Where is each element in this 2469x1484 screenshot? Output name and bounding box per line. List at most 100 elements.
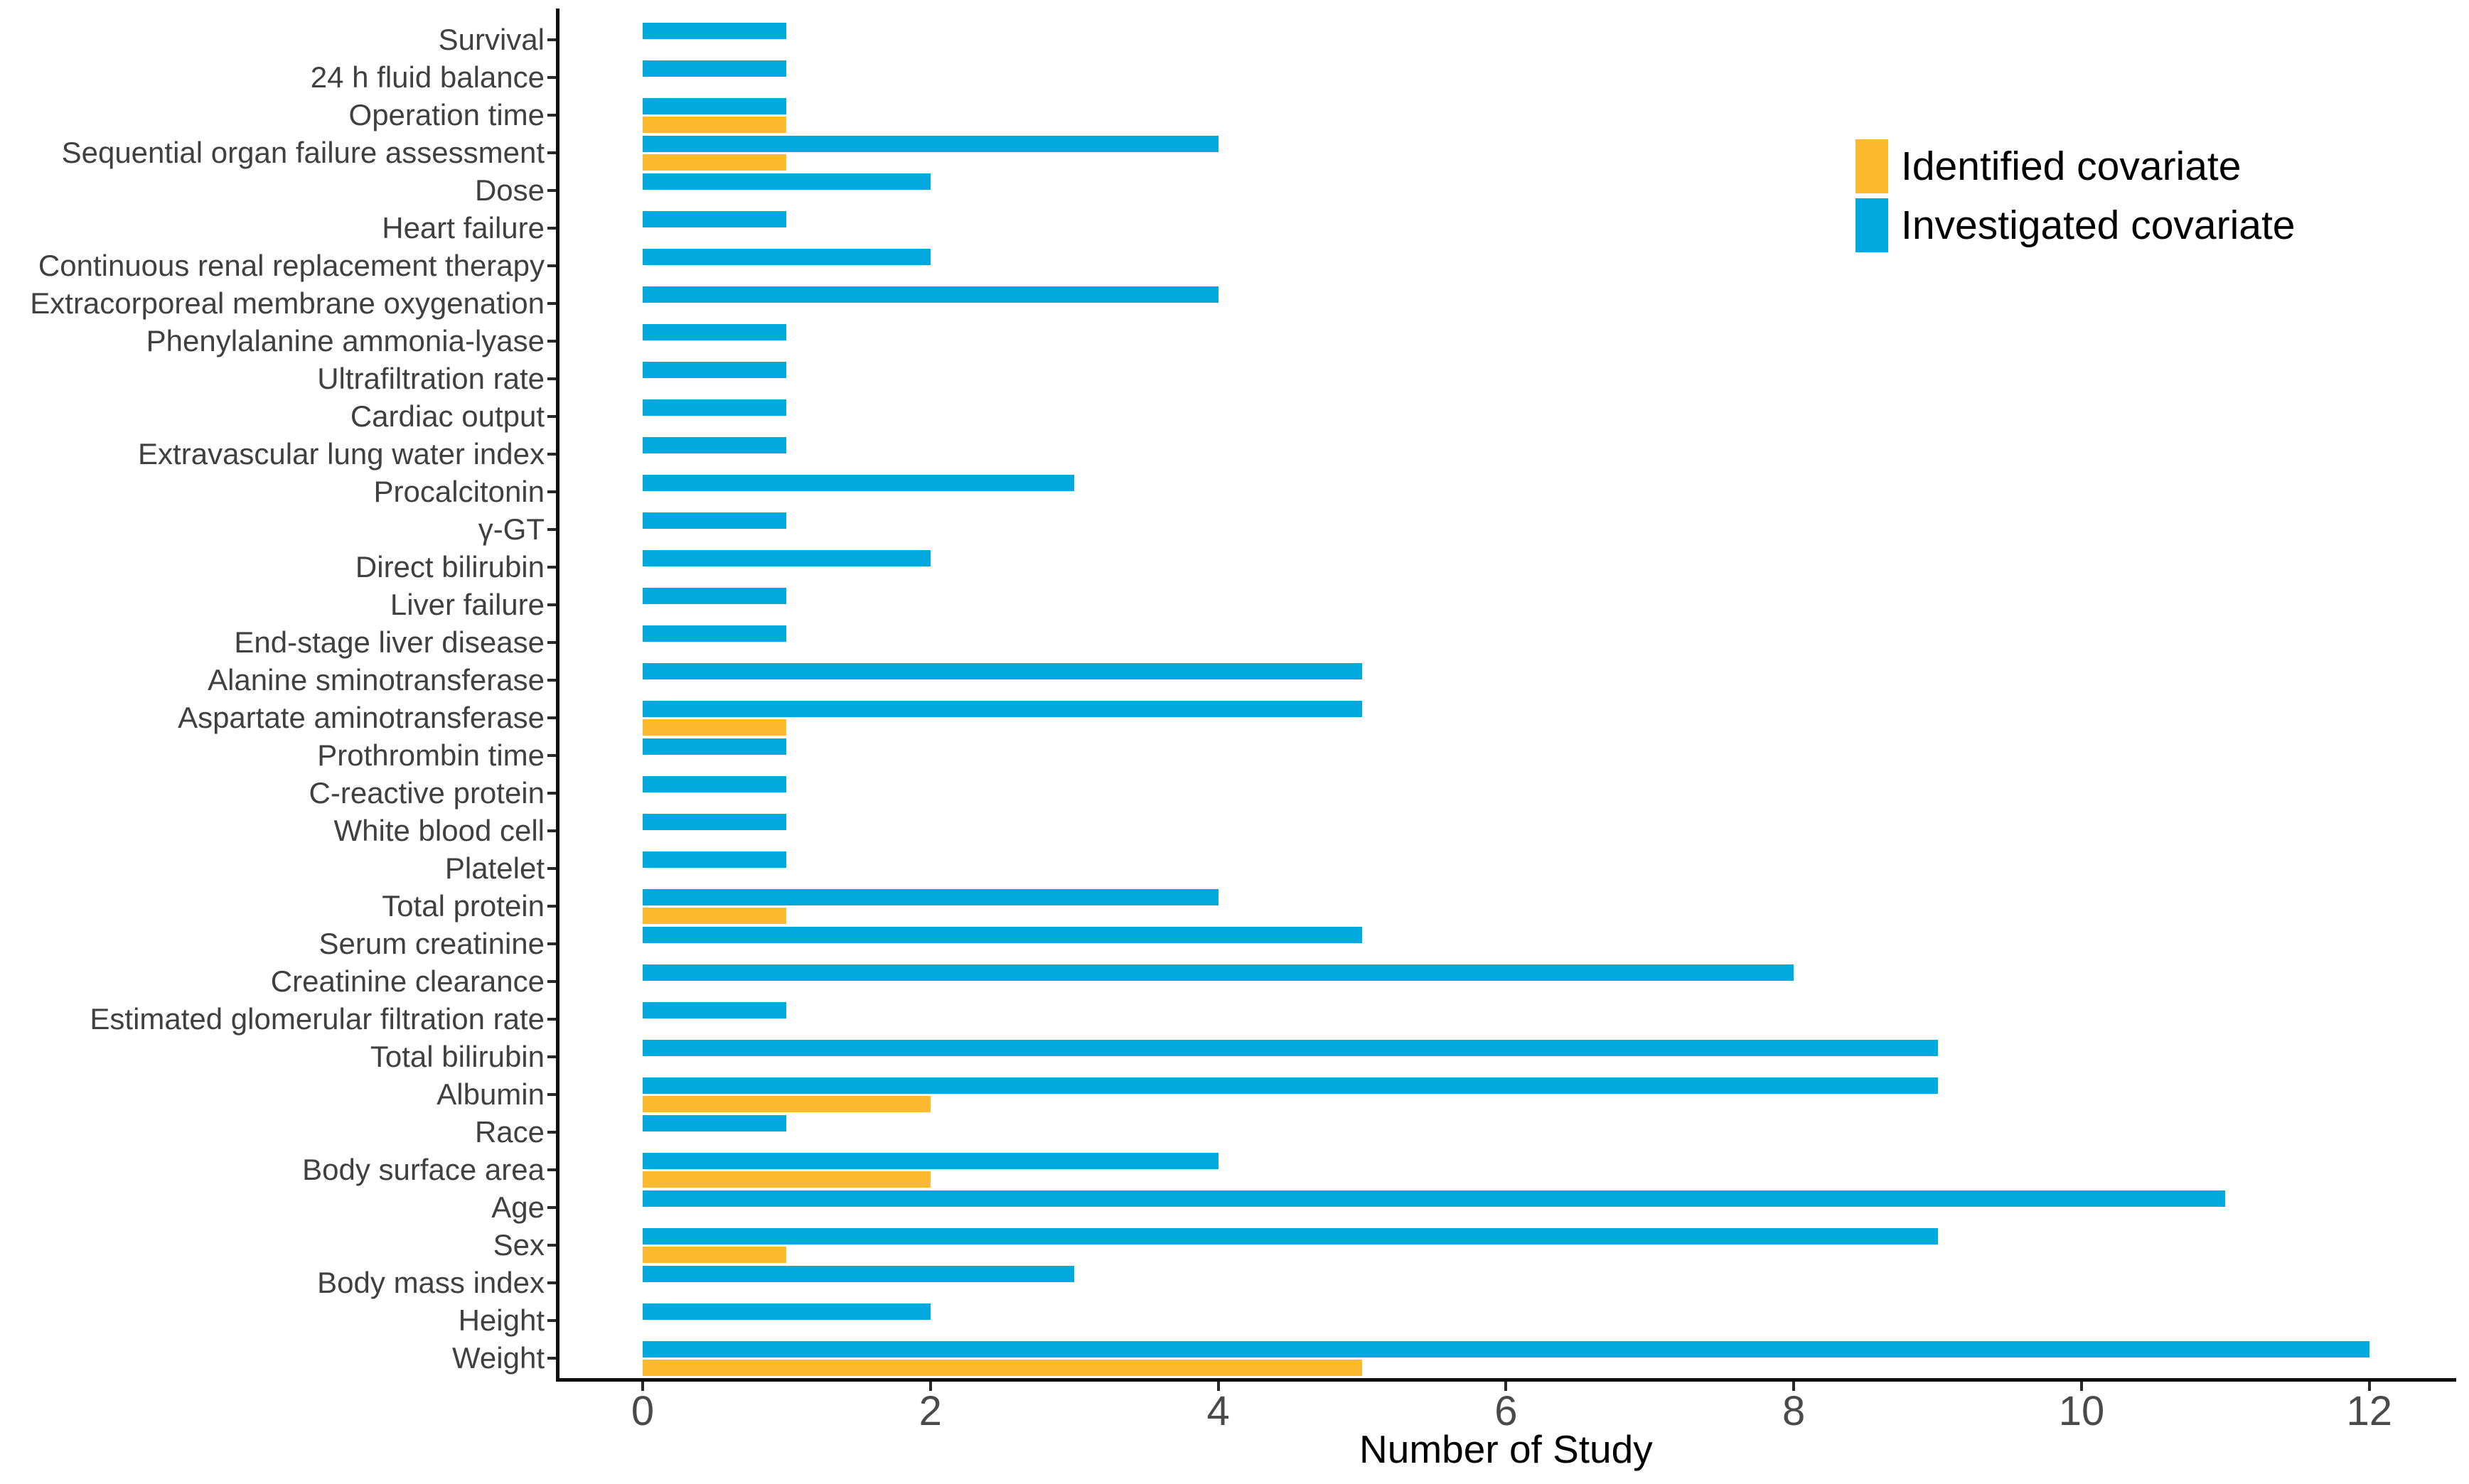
y-tick-mark — [547, 151, 557, 154]
x-tick-mark — [1792, 1382, 1796, 1391]
bar-investigated — [643, 97, 787, 114]
bar-investigated — [643, 248, 931, 265]
bar-investigated — [643, 1227, 1938, 1244]
y-tick-mark — [547, 754, 557, 757]
y-tick-mark — [547, 1357, 557, 1360]
x-tick-label: 10 — [2058, 1388, 2105, 1434]
category-label: Prothrombin time — [317, 738, 545, 772]
legend-item-identified: Identified covariate — [1855, 139, 2296, 193]
x-tick-label: 2 — [918, 1388, 942, 1434]
y-tick-mark — [547, 980, 557, 983]
y-tick-mark — [547, 641, 557, 644]
bar-investigated — [643, 286, 1219, 303]
category-label: Body surface area — [302, 1153, 545, 1186]
category-label: Sequential organ failure assessment — [61, 136, 545, 169]
category-label: Weight — [452, 1341, 545, 1375]
bar-investigated — [643, 964, 1794, 981]
y-tick-mark — [547, 114, 557, 117]
legend-swatch-identified-icon — [1855, 139, 1888, 193]
bar-investigated — [643, 1114, 787, 1131]
bar-investigated — [643, 662, 1362, 679]
legend-item-investigated: Investigated covariate — [1855, 198, 2296, 252]
bar-investigated — [643, 474, 1075, 491]
bar-investigated — [643, 22, 787, 39]
y-tick-mark — [547, 1319, 557, 1322]
category-label: Liver failure — [390, 588, 545, 621]
x-axis-title: Number of Study — [1359, 1427, 1653, 1471]
y-tick-mark — [547, 528, 557, 531]
x-tick-mark — [2367, 1382, 2371, 1391]
bar-investigated — [643, 851, 787, 868]
y-tick-mark — [547, 1018, 557, 1021]
category-label: Direct bilirubin — [355, 550, 545, 584]
bar-identified — [643, 1359, 1362, 1376]
y-tick-mark — [547, 1168, 557, 1171]
y-tick-mark — [547, 1131, 557, 1134]
y-tick-mark — [547, 716, 557, 719]
bar-investigated — [643, 1265, 1075, 1282]
bar-investigated — [643, 1001, 787, 1018]
y-tick-mark — [547, 1055, 557, 1058]
y-tick-mark — [547, 1093, 557, 1096]
bar-investigated — [643, 1039, 1938, 1056]
bar-investigated — [643, 60, 787, 77]
bar-investigated — [643, 625, 787, 642]
category-label: Body mass index — [317, 1266, 545, 1299]
category-label: Sex — [493, 1228, 545, 1262]
x-tick-label: 0 — [631, 1388, 655, 1434]
bar-identified — [643, 1095, 931, 1112]
category-label: Cardiac output — [350, 399, 545, 433]
bar-investigated — [643, 926, 1362, 943]
bar-identified — [643, 1171, 931, 1188]
x-tick-label: 6 — [1494, 1388, 1518, 1434]
legend-label-identified: Identified covariate — [1901, 143, 2242, 189]
legend-label-investigated: Investigated covariate — [1901, 202, 2296, 248]
category-label: Total protein — [382, 889, 545, 923]
y-tick-mark — [547, 189, 557, 192]
bar-investigated — [643, 135, 1219, 152]
y-tick-mark — [547, 38, 557, 41]
y-tick-mark — [547, 792, 557, 795]
category-label: Heart failure — [382, 211, 545, 244]
x-tick-mark — [1504, 1382, 1508, 1391]
y-tick-mark — [547, 302, 557, 305]
category-label: Aspartate aminotransferase — [178, 701, 545, 734]
bar-identified — [643, 1246, 787, 1263]
y-tick-mark — [547, 453, 557, 456]
bar-investigated — [643, 436, 787, 453]
bar-investigated — [643, 775, 787, 792]
category-label: 24 h fluid balance — [310, 60, 545, 94]
bar-investigated — [643, 512, 787, 529]
category-label: γ-GT — [478, 512, 545, 546]
bar-investigated — [643, 399, 787, 416]
y-tick-mark — [547, 905, 557, 908]
category-label: Age — [491, 1190, 545, 1224]
x-tick-mark — [1216, 1382, 1220, 1391]
y-axis-line — [556, 9, 559, 1382]
y-tick-mark — [547, 679, 557, 682]
bar-investigated — [643, 1303, 931, 1320]
bar-investigated — [643, 1152, 1219, 1169]
category-label: White blood cell — [333, 814, 545, 847]
bar-investigated — [643, 549, 931, 566]
bar-investigated — [643, 888, 1219, 905]
x-tick-label: 8 — [1782, 1388, 1806, 1434]
bar-investigated — [643, 173, 931, 190]
category-label: Platelet — [444, 851, 545, 885]
bar-identified — [643, 116, 787, 133]
x-tick-label: 4 — [1206, 1388, 1230, 1434]
y-tick-mark — [547, 829, 557, 832]
category-label: Continuous renal replacement therapy — [38, 249, 545, 282]
legend: Identified covariate Investigated covari… — [1855, 139, 2296, 257]
legend-swatch-investigated-icon — [1855, 198, 1888, 252]
category-label: Race — [474, 1115, 545, 1149]
y-tick-mark — [547, 377, 557, 380]
y-tick-mark — [547, 1206, 557, 1209]
bar-investigated — [643, 587, 787, 604]
bar-investigated — [643, 700, 1362, 717]
category-label: Phenylalanine ammonia-lyase — [146, 324, 545, 357]
bar-investigated — [643, 813, 787, 830]
category-label: Extravascular lung water index — [138, 437, 545, 471]
category-label: Serum creatinine — [318, 927, 545, 960]
x-tick-label: 12 — [2346, 1388, 2393, 1434]
